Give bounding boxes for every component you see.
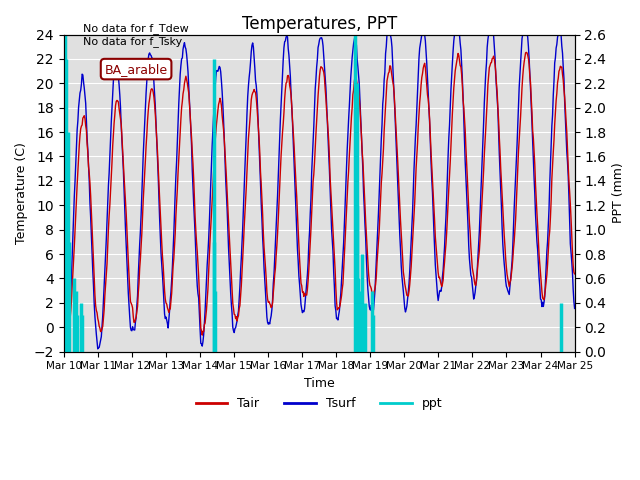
- Y-axis label: Temperature (C): Temperature (C): [15, 142, 28, 244]
- Text: No data for f_Tsky: No data for f_Tsky: [83, 36, 182, 47]
- X-axis label: Time: Time: [304, 377, 335, 390]
- Legend: Tair, Tsurf, ppt: Tair, Tsurf, ppt: [191, 392, 447, 415]
- Y-axis label: PPT (mm): PPT (mm): [612, 163, 625, 223]
- Text: No data for f_Tdew: No data for f_Tdew: [83, 23, 189, 34]
- Title: Temperatures, PPT: Temperatures, PPT: [241, 15, 397, 33]
- Text: BA_arable: BA_arable: [104, 62, 168, 75]
